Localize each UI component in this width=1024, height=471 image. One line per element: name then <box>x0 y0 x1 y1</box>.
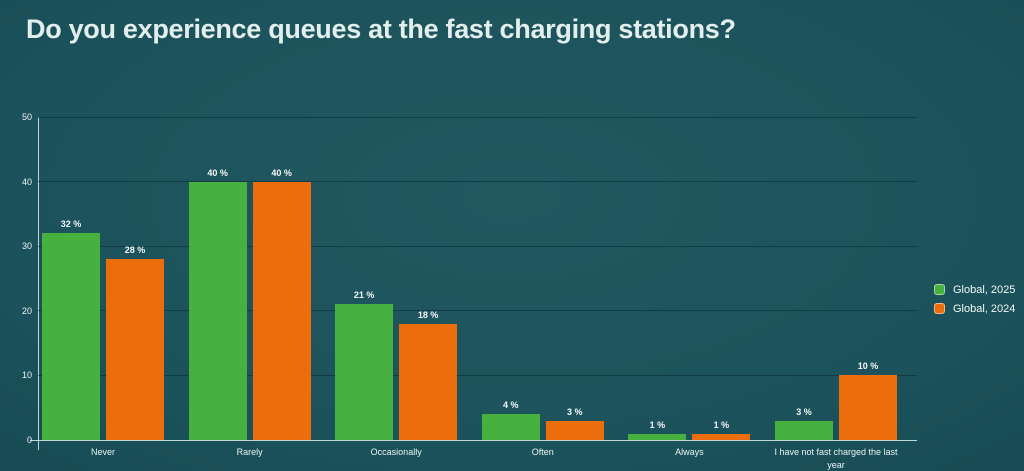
bar-global-2024-5[interactable] <box>839 375 897 440</box>
y-axis-line <box>38 117 39 450</box>
gridline-20 <box>38 310 917 312</box>
bar-value-label: 21 % <box>353 290 375 301</box>
bar-value-label: 4 % <box>503 400 519 411</box>
gridline-10 <box>38 374 917 376</box>
bar-global-2024-2[interactable] <box>399 323 458 440</box>
bar-value-label: 10 % <box>857 361 879 372</box>
legend-item-global-2024[interactable]: Global, 2024 <box>934 299 1015 318</box>
bar-value-label: 3 % <box>796 406 812 417</box>
y-tick-label-30: 30 <box>21 241 32 252</box>
legend-swatch-icon <box>934 303 945 314</box>
x-category-label: Never <box>90 447 115 457</box>
legend-label: Global, 2025 <box>953 283 1016 296</box>
bar-global-2025-5[interactable] <box>775 420 833 440</box>
legend-label: Global, 2024 <box>953 302 1016 315</box>
x-axis-line <box>30 440 917 441</box>
y-tick-label-0: 0 <box>26 435 32 445</box>
bar-global-2025-1[interactable] <box>188 181 247 440</box>
bar-value-label: 28 % <box>124 245 146 256</box>
bar-value-label: 18 % <box>417 309 439 320</box>
x-category-label: I have not fast charged the last year <box>774 447 898 471</box>
y-tick-label-20: 20 <box>21 305 32 316</box>
plot-area: 0 10 20 30 40 50 32 % 28 % Never 40 % 40 % Rarely 21… <box>22 112 917 470</box>
legend: Global, 2025 Global, 2024 <box>934 280 1015 318</box>
bar-global-2024-3[interactable] <box>545 420 604 440</box>
x-category-label: Occasionally <box>370 447 422 457</box>
bar-global-2025-4[interactable] <box>628 433 687 440</box>
bar-global-2025-2[interactable] <box>335 304 394 440</box>
x-category-label: Often <box>531 447 554 457</box>
bar-value-label: 1 % <box>649 419 666 430</box>
bar-value-label: 3 % <box>567 406 583 417</box>
bar-global-2024-0[interactable] <box>106 259 164 440</box>
y-tick-label-40: 40 <box>21 176 32 187</box>
x-category-label: Rarely <box>236 447 263 457</box>
y-tick-label-50: 50 <box>21 112 32 122</box>
bar-global-2024-1[interactable] <box>252 181 311 440</box>
bar-value-label: 40 % <box>271 167 292 178</box>
gridline-50 <box>38 116 917 118</box>
bar-global-2025-3[interactable] <box>481 414 540 440</box>
bar-global-2024-4[interactable] <box>692 433 751 440</box>
gridline-30 <box>38 245 917 247</box>
legend-swatch-icon <box>934 284 945 295</box>
bar-value-label: 40 % <box>207 167 228 178</box>
y-tick-label-10: 10 <box>21 370 32 381</box>
gridline-40 <box>38 181 917 183</box>
bar-value-label: 1 % <box>713 419 730 430</box>
bar-value-label: 32 % <box>60 219 82 230</box>
bar-global-2025-0[interactable] <box>42 233 100 440</box>
x-category-label: Always <box>675 447 704 457</box>
legend-item-global-2025[interactable]: Global, 2025 <box>934 280 1015 299</box>
chart-title: Do you experience queues at the fast cha… <box>26 14 736 44</box>
